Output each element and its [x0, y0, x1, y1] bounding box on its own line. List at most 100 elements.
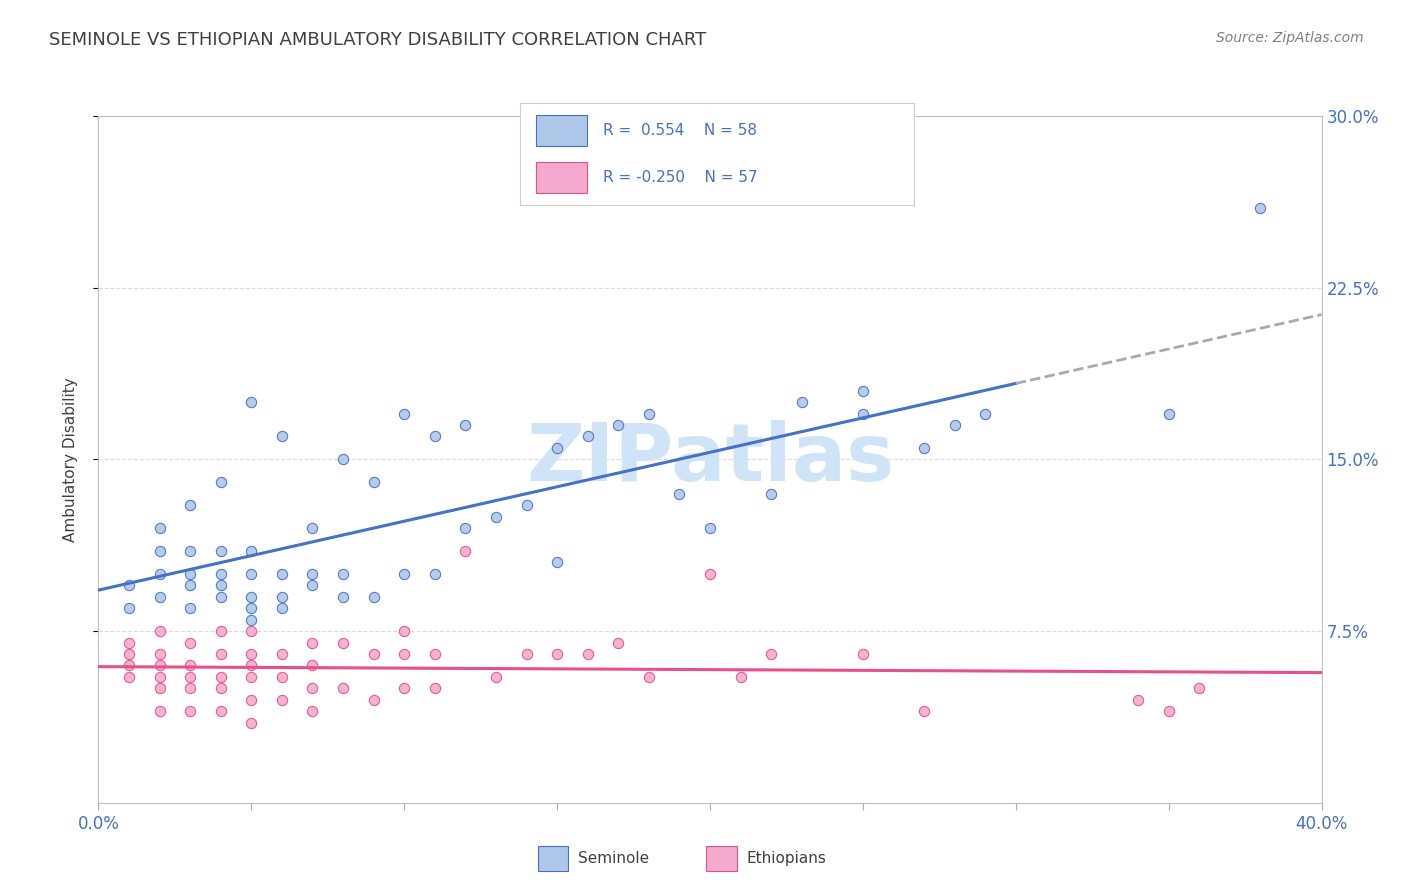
Point [209, 578, 232, 592]
Point [301, 578, 323, 592]
Point [332, 566, 354, 581]
Point [209, 681, 232, 696]
Bar [706, 847, 737, 871]
Point [149, 521, 172, 535]
Point [209, 566, 232, 581]
Bar [536, 115, 588, 145]
Point [454, 417, 477, 433]
Point [270, 429, 292, 443]
Text: Source: ZipAtlas.com: Source: ZipAtlas.com [1216, 31, 1364, 45]
Point [392, 681, 416, 696]
Point [912, 441, 935, 455]
Text: SEMINOLE VS ETHIOPIAN AMBULATORY DISABILITY CORRELATION CHART: SEMINOLE VS ETHIOPIAN AMBULATORY DISABIL… [49, 31, 706, 49]
Point [270, 692, 292, 706]
Point [637, 670, 661, 684]
Point [943, 417, 966, 433]
Point [363, 590, 385, 604]
Point [485, 509, 508, 524]
Point [118, 670, 141, 684]
Point [974, 407, 997, 421]
Point [759, 487, 782, 501]
Point [118, 601, 141, 615]
Point [179, 544, 201, 558]
Point [423, 647, 446, 661]
Text: Seminole: Seminole [578, 851, 650, 866]
Point [1157, 407, 1180, 421]
Point [332, 590, 354, 604]
Point [179, 681, 201, 696]
Point [1157, 704, 1180, 718]
Y-axis label: Ambulatory Disability: Ambulatory Disability [63, 377, 77, 541]
Point [759, 647, 782, 661]
Point [179, 566, 201, 581]
Point [179, 498, 201, 512]
Point [240, 715, 263, 730]
Point [301, 521, 323, 535]
Point [301, 704, 323, 718]
Point [149, 670, 172, 684]
Point [1188, 681, 1211, 696]
Point [118, 635, 141, 649]
Point [363, 475, 385, 490]
Point [852, 407, 875, 421]
Point [240, 658, 263, 673]
Point [209, 544, 232, 558]
Point [179, 635, 201, 649]
Point [392, 566, 416, 581]
Point [209, 624, 232, 639]
Point [668, 487, 690, 501]
Text: Ethiopians: Ethiopians [747, 851, 827, 866]
Point [852, 384, 875, 398]
Point [546, 555, 568, 570]
Point [392, 407, 416, 421]
Point [790, 395, 813, 409]
Text: R =  0.554    N = 58: R = 0.554 N = 58 [603, 123, 756, 137]
Point [637, 407, 661, 421]
Point [301, 635, 323, 649]
Point [240, 647, 263, 661]
Point [209, 704, 232, 718]
Point [912, 704, 935, 718]
Point [149, 658, 172, 673]
Point [423, 566, 446, 581]
Point [270, 647, 292, 661]
Point [1249, 201, 1271, 215]
Point [179, 670, 201, 684]
Point [209, 647, 232, 661]
Point [332, 681, 354, 696]
Point [270, 566, 292, 581]
Point [852, 647, 875, 661]
Point [332, 452, 354, 467]
Point [576, 429, 599, 443]
Point [485, 670, 508, 684]
Point [730, 670, 752, 684]
Point [454, 521, 477, 535]
Point [179, 704, 201, 718]
Point [423, 429, 446, 443]
Point [454, 544, 477, 558]
Point [546, 647, 568, 661]
Point [301, 566, 323, 581]
Point [240, 395, 263, 409]
Point [270, 590, 292, 604]
Point [392, 624, 416, 639]
Point [546, 441, 568, 455]
Point [118, 578, 141, 592]
Point [699, 566, 721, 581]
Point [607, 417, 630, 433]
Point [301, 658, 323, 673]
Point [240, 624, 263, 639]
Point [209, 475, 232, 490]
Bar [537, 847, 568, 871]
Point [179, 578, 201, 592]
Point [179, 601, 201, 615]
Point [149, 566, 172, 581]
Point [270, 670, 292, 684]
Point [1128, 692, 1150, 706]
Point [363, 692, 385, 706]
Text: R = -0.250    N = 57: R = -0.250 N = 57 [603, 170, 758, 185]
Text: ZIPatlas: ZIPatlas [526, 420, 894, 499]
Point [240, 692, 263, 706]
Point [699, 521, 721, 535]
Point [270, 601, 292, 615]
